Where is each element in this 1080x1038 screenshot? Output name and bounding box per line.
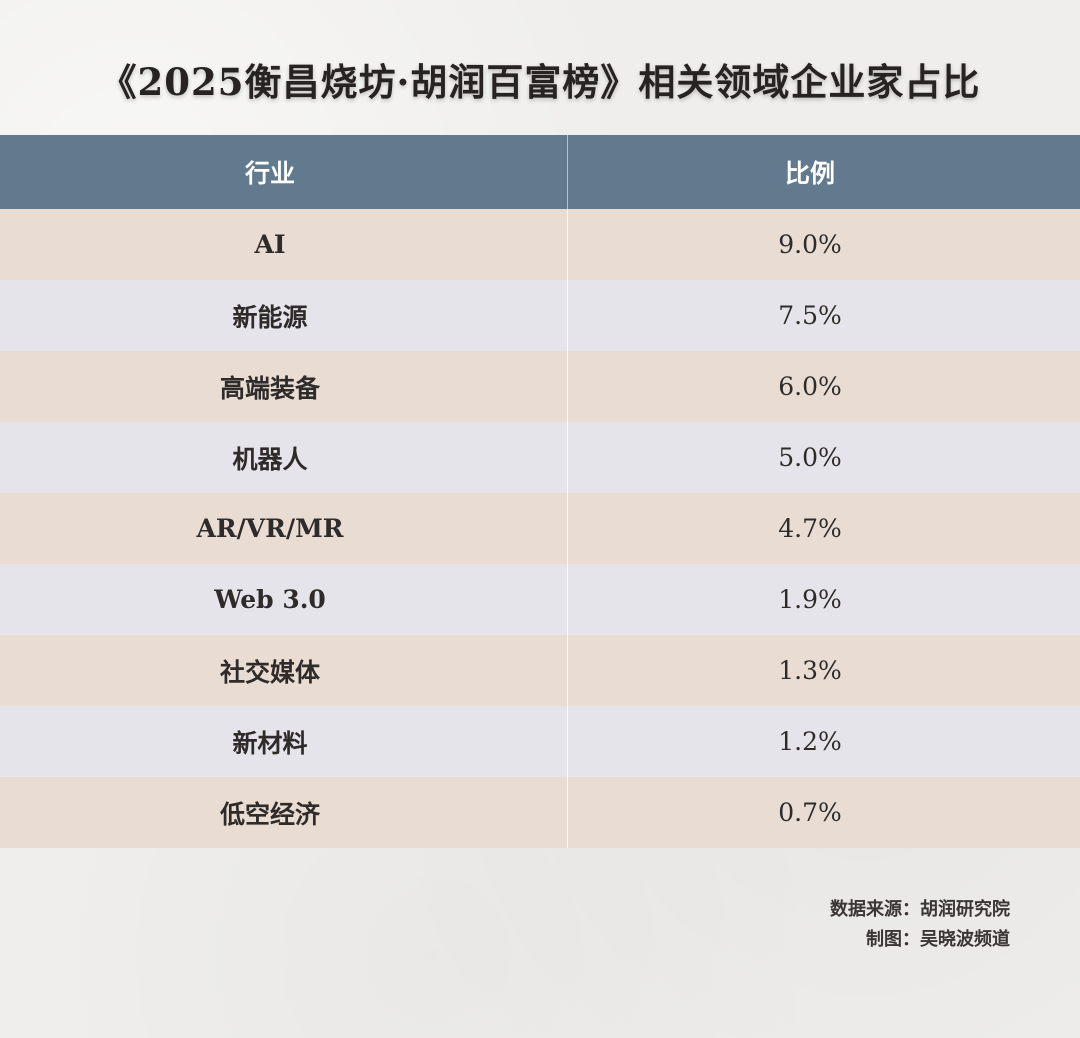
header-industry: 行业 bbox=[244, 159, 295, 188]
header-ratio: 比例 bbox=[784, 159, 835, 188]
table-row: 新能源 7.5% bbox=[0, 280, 1080, 351]
industry-cell: 社交媒体 bbox=[219, 657, 320, 687]
table-row: 机器人 5.0% bbox=[0, 422, 1080, 493]
header-divider bbox=[567, 135, 568, 209]
table-row: 低空经济 0.7% bbox=[0, 777, 1080, 848]
ratio-cell: 1.2% bbox=[778, 727, 842, 756]
table-row: 新材料 1.2% bbox=[0, 706, 1080, 777]
ratio-cell: 1.3% bbox=[778, 656, 842, 685]
industry-cell: 新能源 bbox=[232, 302, 308, 332]
source-note: 数据来源：胡润研究院 制图：吴晓波频道 bbox=[830, 895, 1010, 955]
table-body: AI 9.0% 新能源 7.5% 高端装备 6.0% 机器人 5.0% AR/VR/MR 4.7%… bbox=[0, 209, 1080, 848]
data-source-text: 数据来源：胡润研究院 bbox=[830, 899, 1010, 920]
chart-title: 《2025衡昌烧坊·胡润百富榜》相关领域企业家占比 bbox=[99, 60, 981, 104]
table-row: AR/VR/MR 4.7% bbox=[0, 493, 1080, 564]
industry-cell: 新材料 bbox=[232, 728, 308, 758]
industry-cell: AR/VR/MR bbox=[196, 514, 344, 543]
ratio-cell: 1.9% bbox=[778, 585, 842, 614]
table-row: 高端装备 6.0% bbox=[0, 351, 1080, 422]
data-table: 行业 比例 AI 9.0% 新能源 7.5% 高端装备 6.0% 机器人 5.0% AR/VR/… bbox=[0, 135, 1080, 848]
ratio-cell: 9.0% bbox=[778, 230, 842, 259]
table-row: Web 3.0 1.9% bbox=[0, 564, 1080, 635]
industry-cell: 低空经济 bbox=[219, 799, 320, 829]
table-row: AI 9.0% bbox=[0, 209, 1080, 280]
ratio-cell: 5.0% bbox=[778, 443, 842, 472]
industry-cell: 高端装备 bbox=[219, 373, 320, 403]
column-divider bbox=[567, 209, 568, 848]
table-header: 行业 比例 bbox=[0, 135, 1080, 209]
ratio-cell: 6.0% bbox=[778, 372, 842, 401]
ratio-cell: 4.7% bbox=[778, 514, 842, 543]
industry-cell: AI bbox=[254, 230, 286, 259]
ratio-cell: 0.7% bbox=[778, 798, 842, 827]
industry-cell: 机器人 bbox=[232, 444, 308, 474]
table-row: 社交媒体 1.3% bbox=[0, 635, 1080, 706]
ratio-cell: 7.5% bbox=[778, 301, 842, 330]
made-by-text: 制图：吴晓波频道 bbox=[866, 929, 1010, 950]
industry-cell: Web 3.0 bbox=[214, 585, 326, 614]
